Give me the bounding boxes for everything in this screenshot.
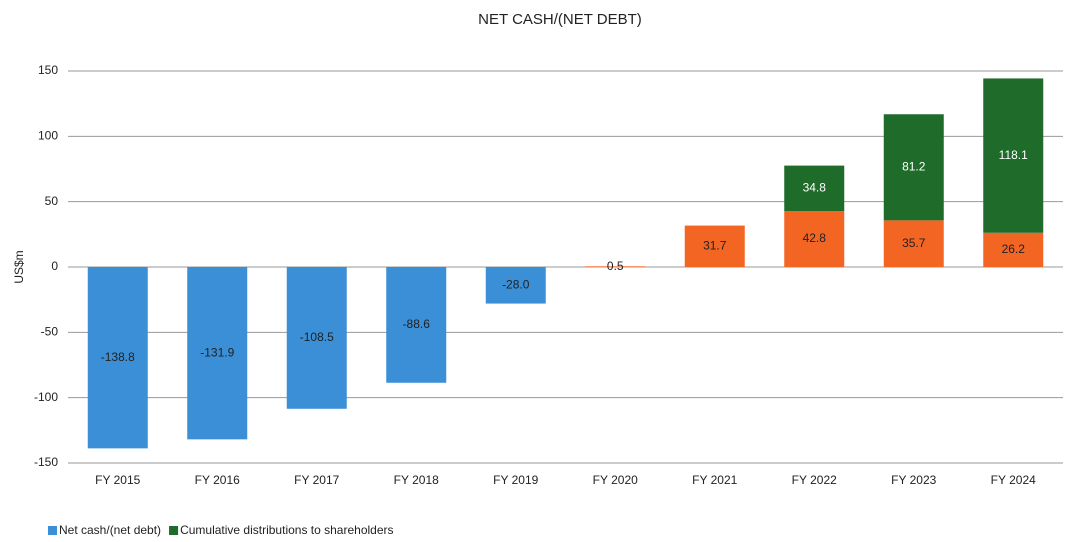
bar <box>286 267 347 409</box>
x-tick-label: FY 2023 <box>891 473 936 487</box>
data-label: -28.0 <box>502 277 530 291</box>
legend-swatch <box>48 526 57 535</box>
data-label: -131.9 <box>200 345 234 359</box>
legend-label: Net cash/(net debt) <box>59 523 161 537</box>
data-label: -108.5 <box>300 330 334 344</box>
data-label: 81.2 <box>902 159 926 173</box>
data-label: 0.5 <box>607 259 624 273</box>
y-axis-label: US$m <box>12 250 26 283</box>
bar <box>585 266 646 267</box>
data-label: -138.8 <box>101 350 135 364</box>
x-tick-label: FY 2017 <box>294 473 339 487</box>
bar <box>87 267 148 449</box>
legend-label: Cumulative distributions to shareholders <box>180 523 393 537</box>
x-tick-label: FY 2020 <box>593 473 638 487</box>
x-tick-label: FY 2016 <box>195 473 240 487</box>
bar <box>684 225 745 267</box>
y-tick-label: -50 <box>41 325 59 339</box>
x-tick-label: FY 2019 <box>493 473 538 487</box>
y-tick-label: -100 <box>34 390 58 404</box>
bar <box>784 211 845 267</box>
bar <box>883 114 944 221</box>
bar <box>784 165 845 212</box>
bar <box>485 267 546 304</box>
data-label: 118.1 <box>999 148 1028 162</box>
data-label: 31.7 <box>703 238 727 252</box>
data-label: 42.8 <box>803 231 827 245</box>
bar <box>386 267 447 383</box>
x-tick-label: FY 2015 <box>95 473 140 487</box>
data-label: 34.8 <box>803 181 827 195</box>
y-tick-label: -150 <box>34 455 58 469</box>
x-tick-label: FY 2018 <box>394 473 439 487</box>
data-label: 35.7 <box>902 236 926 250</box>
y-tick-label: 0 <box>51 259 58 273</box>
y-tick-label: 50 <box>45 194 59 208</box>
legend-swatch <box>169 526 179 535</box>
x-tick-label: FY 2022 <box>792 473 837 487</box>
data-label: -88.6 <box>403 317 431 331</box>
data-label: 26.2 <box>1002 242 1026 256</box>
y-tick-label: 150 <box>38 63 58 77</box>
x-tick-label: FY 2024 <box>991 473 1036 487</box>
x-tick-label: FY 2021 <box>692 473 737 487</box>
bar <box>983 232 1044 267</box>
bar <box>983 78 1044 233</box>
bar <box>883 220 944 267</box>
bar <box>187 267 248 440</box>
chart-title: NET CASH/(NET DEBT) <box>478 11 642 28</box>
y-tick-label: 100 <box>38 129 58 143</box>
